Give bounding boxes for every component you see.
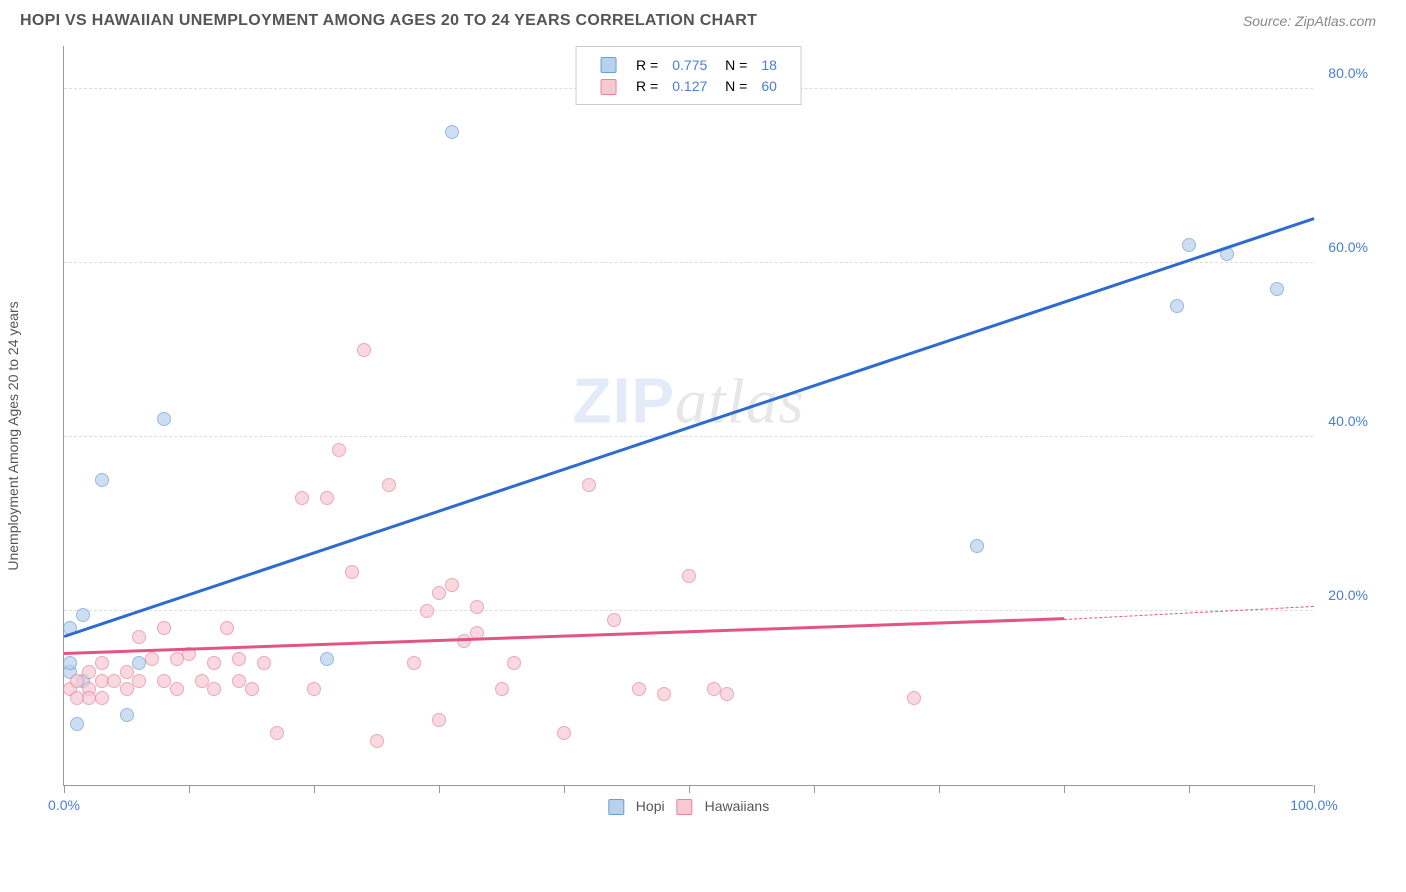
correlation-legend: R =0.775 N =18R =0.127 N =60 (575, 46, 802, 105)
scatter-point (507, 656, 521, 670)
y-tick-label: 40.0% (1328, 413, 1368, 429)
trend-line-dashed (1064, 606, 1314, 620)
scatter-point (82, 665, 96, 679)
scatter-point (307, 682, 321, 696)
scatter-point (95, 656, 109, 670)
legend-swatch (677, 799, 693, 815)
scatter-point (445, 125, 459, 139)
gridline (64, 262, 1313, 263)
scatter-point (970, 539, 984, 553)
scatter-point (682, 569, 696, 583)
scatter-point (295, 491, 309, 505)
scatter-point (432, 713, 446, 727)
x-tick-label: 100.0% (1290, 797, 1337, 813)
scatter-point (357, 343, 371, 357)
scatter-point (220, 621, 234, 635)
y-axis-label: Unemployment Among Ages 20 to 24 years (5, 301, 21, 570)
series-legend: Hopi Hawaiians (602, 798, 775, 815)
legend-label: Hopi (636, 798, 665, 814)
scatter-point (420, 604, 434, 618)
scatter-point (145, 652, 159, 666)
scatter-point (107, 674, 121, 688)
scatter-point (370, 734, 384, 748)
scatter-point (257, 656, 271, 670)
trend-line (64, 617, 1064, 654)
scatter-point (207, 682, 221, 696)
chart-container: Unemployment Among Ages 20 to 24 years Z… (23, 36, 1383, 836)
legend-swatch (608, 799, 624, 815)
scatter-point (232, 652, 246, 666)
scatter-point (557, 726, 571, 740)
scatter-point (632, 682, 646, 696)
scatter-point (582, 478, 596, 492)
scatter-point (132, 674, 146, 688)
x-tick (939, 785, 940, 793)
scatter-point (332, 443, 346, 457)
scatter-point (432, 586, 446, 600)
scatter-point (320, 652, 334, 666)
scatter-point (445, 578, 459, 592)
x-tick (189, 785, 190, 793)
source-attribution: Source: ZipAtlas.com (1243, 13, 1376, 29)
gridline (64, 610, 1313, 611)
scatter-point (382, 478, 396, 492)
x-tick (814, 785, 815, 793)
scatter-point (607, 613, 621, 627)
scatter-point (407, 656, 421, 670)
scatter-point (157, 412, 171, 426)
scatter-point (170, 682, 184, 696)
scatter-point (70, 717, 84, 731)
scatter-point (70, 674, 84, 688)
scatter-point (207, 656, 221, 670)
x-tick (1189, 785, 1190, 793)
scatter-point (345, 565, 359, 579)
plot-area: ZIPatlas 20.0%40.0%60.0%80.0%0.0%100.0%R… (63, 46, 1313, 786)
y-tick-label: 60.0% (1328, 239, 1368, 255)
scatter-point (1170, 299, 1184, 313)
x-tick (564, 785, 565, 793)
chart-title: HOPI VS HAWAIIAN UNEMPLOYMENT AMONG AGES… (20, 12, 757, 30)
scatter-point (120, 665, 134, 679)
x-tick (314, 785, 315, 793)
scatter-point (120, 708, 134, 722)
scatter-point (120, 682, 134, 696)
scatter-point (95, 473, 109, 487)
scatter-point (157, 621, 171, 635)
scatter-point (495, 682, 509, 696)
scatter-point (157, 674, 171, 688)
x-tick (1314, 785, 1315, 793)
scatter-point (270, 726, 284, 740)
y-tick-label: 20.0% (1328, 587, 1368, 603)
scatter-point (195, 674, 209, 688)
scatter-point (63, 656, 77, 670)
scatter-point (457, 634, 471, 648)
gridline (64, 436, 1313, 437)
x-tick-label: 0.0% (48, 797, 80, 813)
x-tick (1064, 785, 1065, 793)
scatter-point (470, 600, 484, 614)
scatter-point (232, 674, 246, 688)
x-tick (439, 785, 440, 793)
scatter-point (1182, 238, 1196, 252)
scatter-point (132, 630, 146, 644)
x-tick (689, 785, 690, 793)
x-tick (64, 785, 65, 793)
scatter-point (1270, 282, 1284, 296)
scatter-point (245, 682, 259, 696)
scatter-point (95, 691, 109, 705)
scatter-point (720, 687, 734, 701)
legend-label: Hawaiians (705, 798, 770, 814)
y-tick-label: 80.0% (1328, 65, 1368, 81)
scatter-point (320, 491, 334, 505)
scatter-point (907, 691, 921, 705)
scatter-point (657, 687, 671, 701)
scatter-point (76, 608, 90, 622)
